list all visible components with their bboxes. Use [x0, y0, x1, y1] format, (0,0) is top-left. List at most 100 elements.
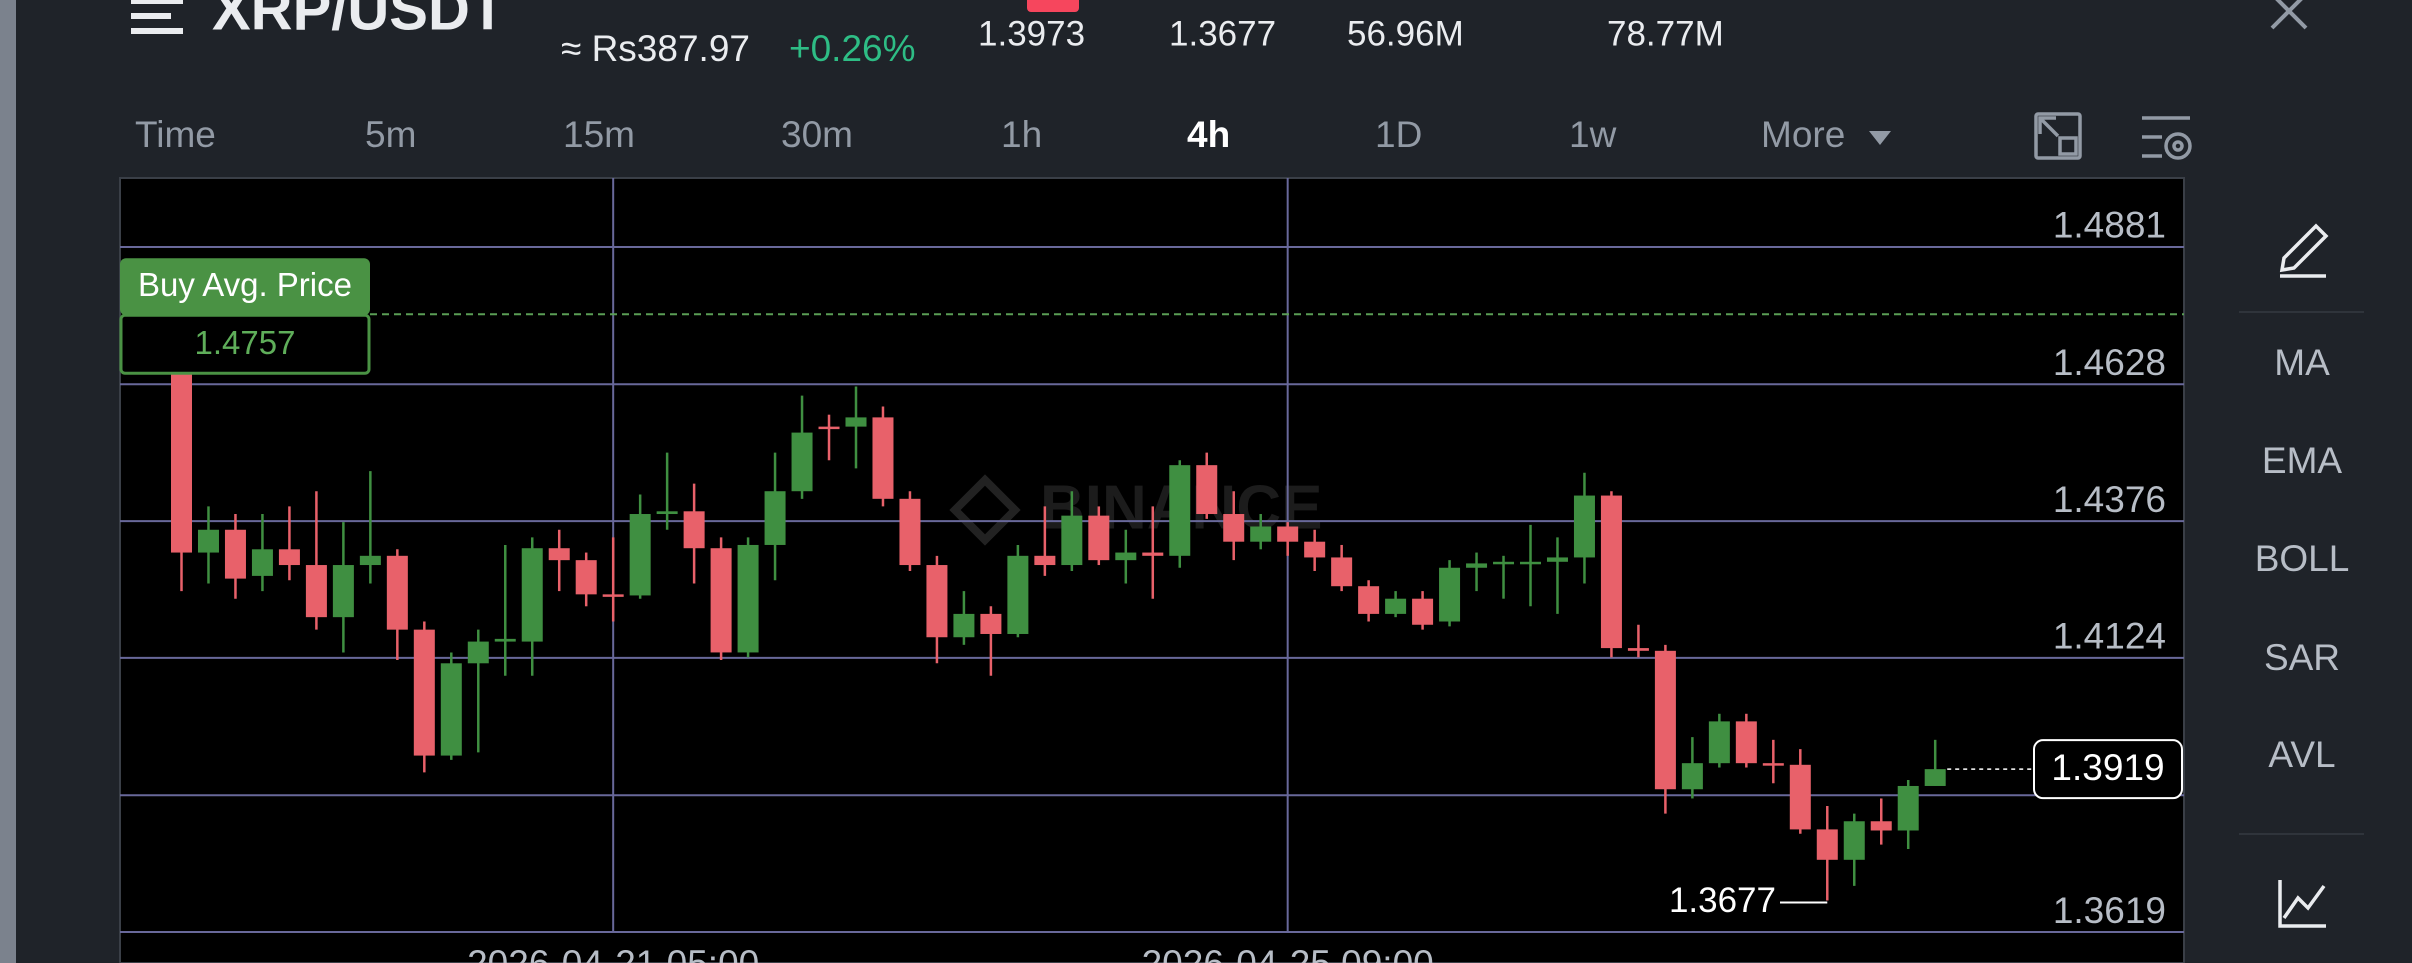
price-tick-label: 1.4124: [2053, 616, 2166, 657]
low-marker-label: 1.3677: [1669, 881, 1776, 920]
candle-body: [440, 663, 462, 756]
indicator-button[interactable]: MA: [2274, 342, 2330, 383]
stat-volume: 56.96M: [1347, 14, 1464, 53]
candle-body: [710, 548, 732, 653]
more-arrow: [1869, 131, 1891, 145]
draw-icon[interactable]: [2279, 223, 2329, 278]
candle-body: [548, 548, 570, 561]
candle-body: [305, 565, 327, 618]
buy-avg-value: 1.4757: [195, 324, 296, 361]
candle-body: [332, 565, 354, 618]
candle-body: [1061, 515, 1083, 566]
candle-body: [1520, 561, 1541, 565]
candle-body: [1600, 495, 1622, 649]
candle-body: [1546, 557, 1568, 562]
icon-glyph: [2142, 116, 2190, 158]
candle-body: [1789, 764, 1811, 830]
last-price-label: 1.3919: [2051, 747, 2164, 788]
timeframe-tab[interactable]: 1w: [1569, 114, 1617, 155]
pencil: [2279, 223, 2329, 273]
candle-body: [1466, 563, 1488, 568]
candle-body: [602, 594, 624, 597]
menu-line: [131, 13, 171, 19]
candle-body: [359, 555, 381, 566]
candle-body: [1870, 821, 1892, 831]
indicator-button[interactable]: BOLL: [2255, 538, 2350, 579]
icon-glyph: [2172, 140, 2184, 152]
indicator-button[interactable]: SAR: [2264, 637, 2340, 678]
menu-line: [131, 28, 183, 34]
candle-body: [1385, 598, 1407, 614]
candle-body: [1843, 821, 1865, 860]
timeframe-tab[interactable]: Time: [135, 114, 216, 155]
candle-body: [1358, 586, 1380, 614]
candle-body: [818, 426, 840, 430]
candle-body: [1088, 515, 1110, 561]
candle-body: [1681, 763, 1703, 790]
candle-body: [251, 549, 273, 576]
time-tick-label: 2026-04-25 09:00: [1142, 943, 1434, 963]
settings-icon[interactable]: [2142, 116, 2192, 160]
icon-line: [2282, 884, 2326, 920]
candle-body: [1007, 555, 1029, 634]
buy-avg-label: Buy Avg. Price: [138, 266, 352, 303]
price-tick-label: 1.4376: [2053, 479, 2166, 520]
candle-body: [1654, 650, 1676, 790]
candle-body: [926, 565, 948, 638]
stat-low: 1.3677: [1169, 14, 1276, 53]
candle-body: [1250, 526, 1272, 542]
indicator-button[interactable]: EMA: [2262, 440, 2343, 481]
badge: [1027, 0, 1079, 12]
candle-body: [899, 498, 921, 566]
price-tick-label: 1.4881: [2053, 205, 2166, 246]
candle-body: [171, 368, 192, 553]
candle-body: [1493, 561, 1515, 565]
candle-body: [278, 549, 300, 566]
timeframe-tab[interactable]: 1D: [1375, 114, 1422, 155]
timeframe-tab[interactable]: 1h: [1001, 114, 1042, 155]
close-icon[interactable]: [2270, 0, 2308, 30]
candle-body: [1897, 785, 1919, 831]
candle-body: [521, 548, 543, 642]
candle-body: [1708, 721, 1730, 764]
candle-body: [980, 613, 1002, 634]
candle-body: [683, 511, 705, 549]
close-stroke: [2270, 0, 2303, 30]
candle-body: [1196, 465, 1218, 515]
candle-body: [413, 629, 435, 756]
timeframe-tab[interactable]: 5m: [365, 114, 416, 155]
left-edge: [0, 0, 16, 963]
indicator-button[interactable]: AVL: [2268, 734, 2335, 775]
candle-body: [1304, 541, 1326, 558]
candle-body: [1412, 598, 1434, 625]
buy-avg-header: [120, 258, 370, 316]
timeframe-tab[interactable]: 30m: [781, 114, 853, 155]
stat-high: 1.3973: [978, 14, 1085, 53]
candle-body: [629, 514, 651, 596]
candle-body: [575, 560, 597, 595]
timeframe-tab[interactable]: 15m: [563, 114, 635, 155]
watermark-logo: [949, 474, 1021, 546]
local-price: ≈ Rs387.97: [561, 28, 750, 69]
icon-axes: [2278, 880, 2326, 928]
candle-body: [1924, 769, 1946, 786]
fullscreen-icon[interactable]: [2034, 112, 2082, 160]
timeframe-bar: Time 5m 15m 30m 1h 4h 1D 1w More: [135, 114, 1845, 155]
candle-body: [1034, 555, 1056, 566]
candle-body: [1439, 567, 1461, 622]
icon-frame: [2034, 112, 2082, 160]
candle-body: [1816, 829, 1838, 860]
candle-body: [197, 529, 219, 553]
candle-body: [1223, 514, 1245, 542]
candle-body: [845, 417, 867, 427]
chart-type-icon[interactable]: [2278, 880, 2326, 928]
timeframe-tab[interactable]: More: [1761, 114, 1845, 155]
timeframe-tab[interactable]: 4h: [1187, 114, 1230, 155]
candle-body: [737, 544, 759, 653]
menu-icon[interactable]: [131, 0, 183, 34]
pair-title[interactable]: XRP/USDT: [212, 0, 505, 42]
candle-body: [467, 641, 489, 664]
candle-body: [656, 511, 678, 515]
candle-body: [224, 529, 246, 579]
